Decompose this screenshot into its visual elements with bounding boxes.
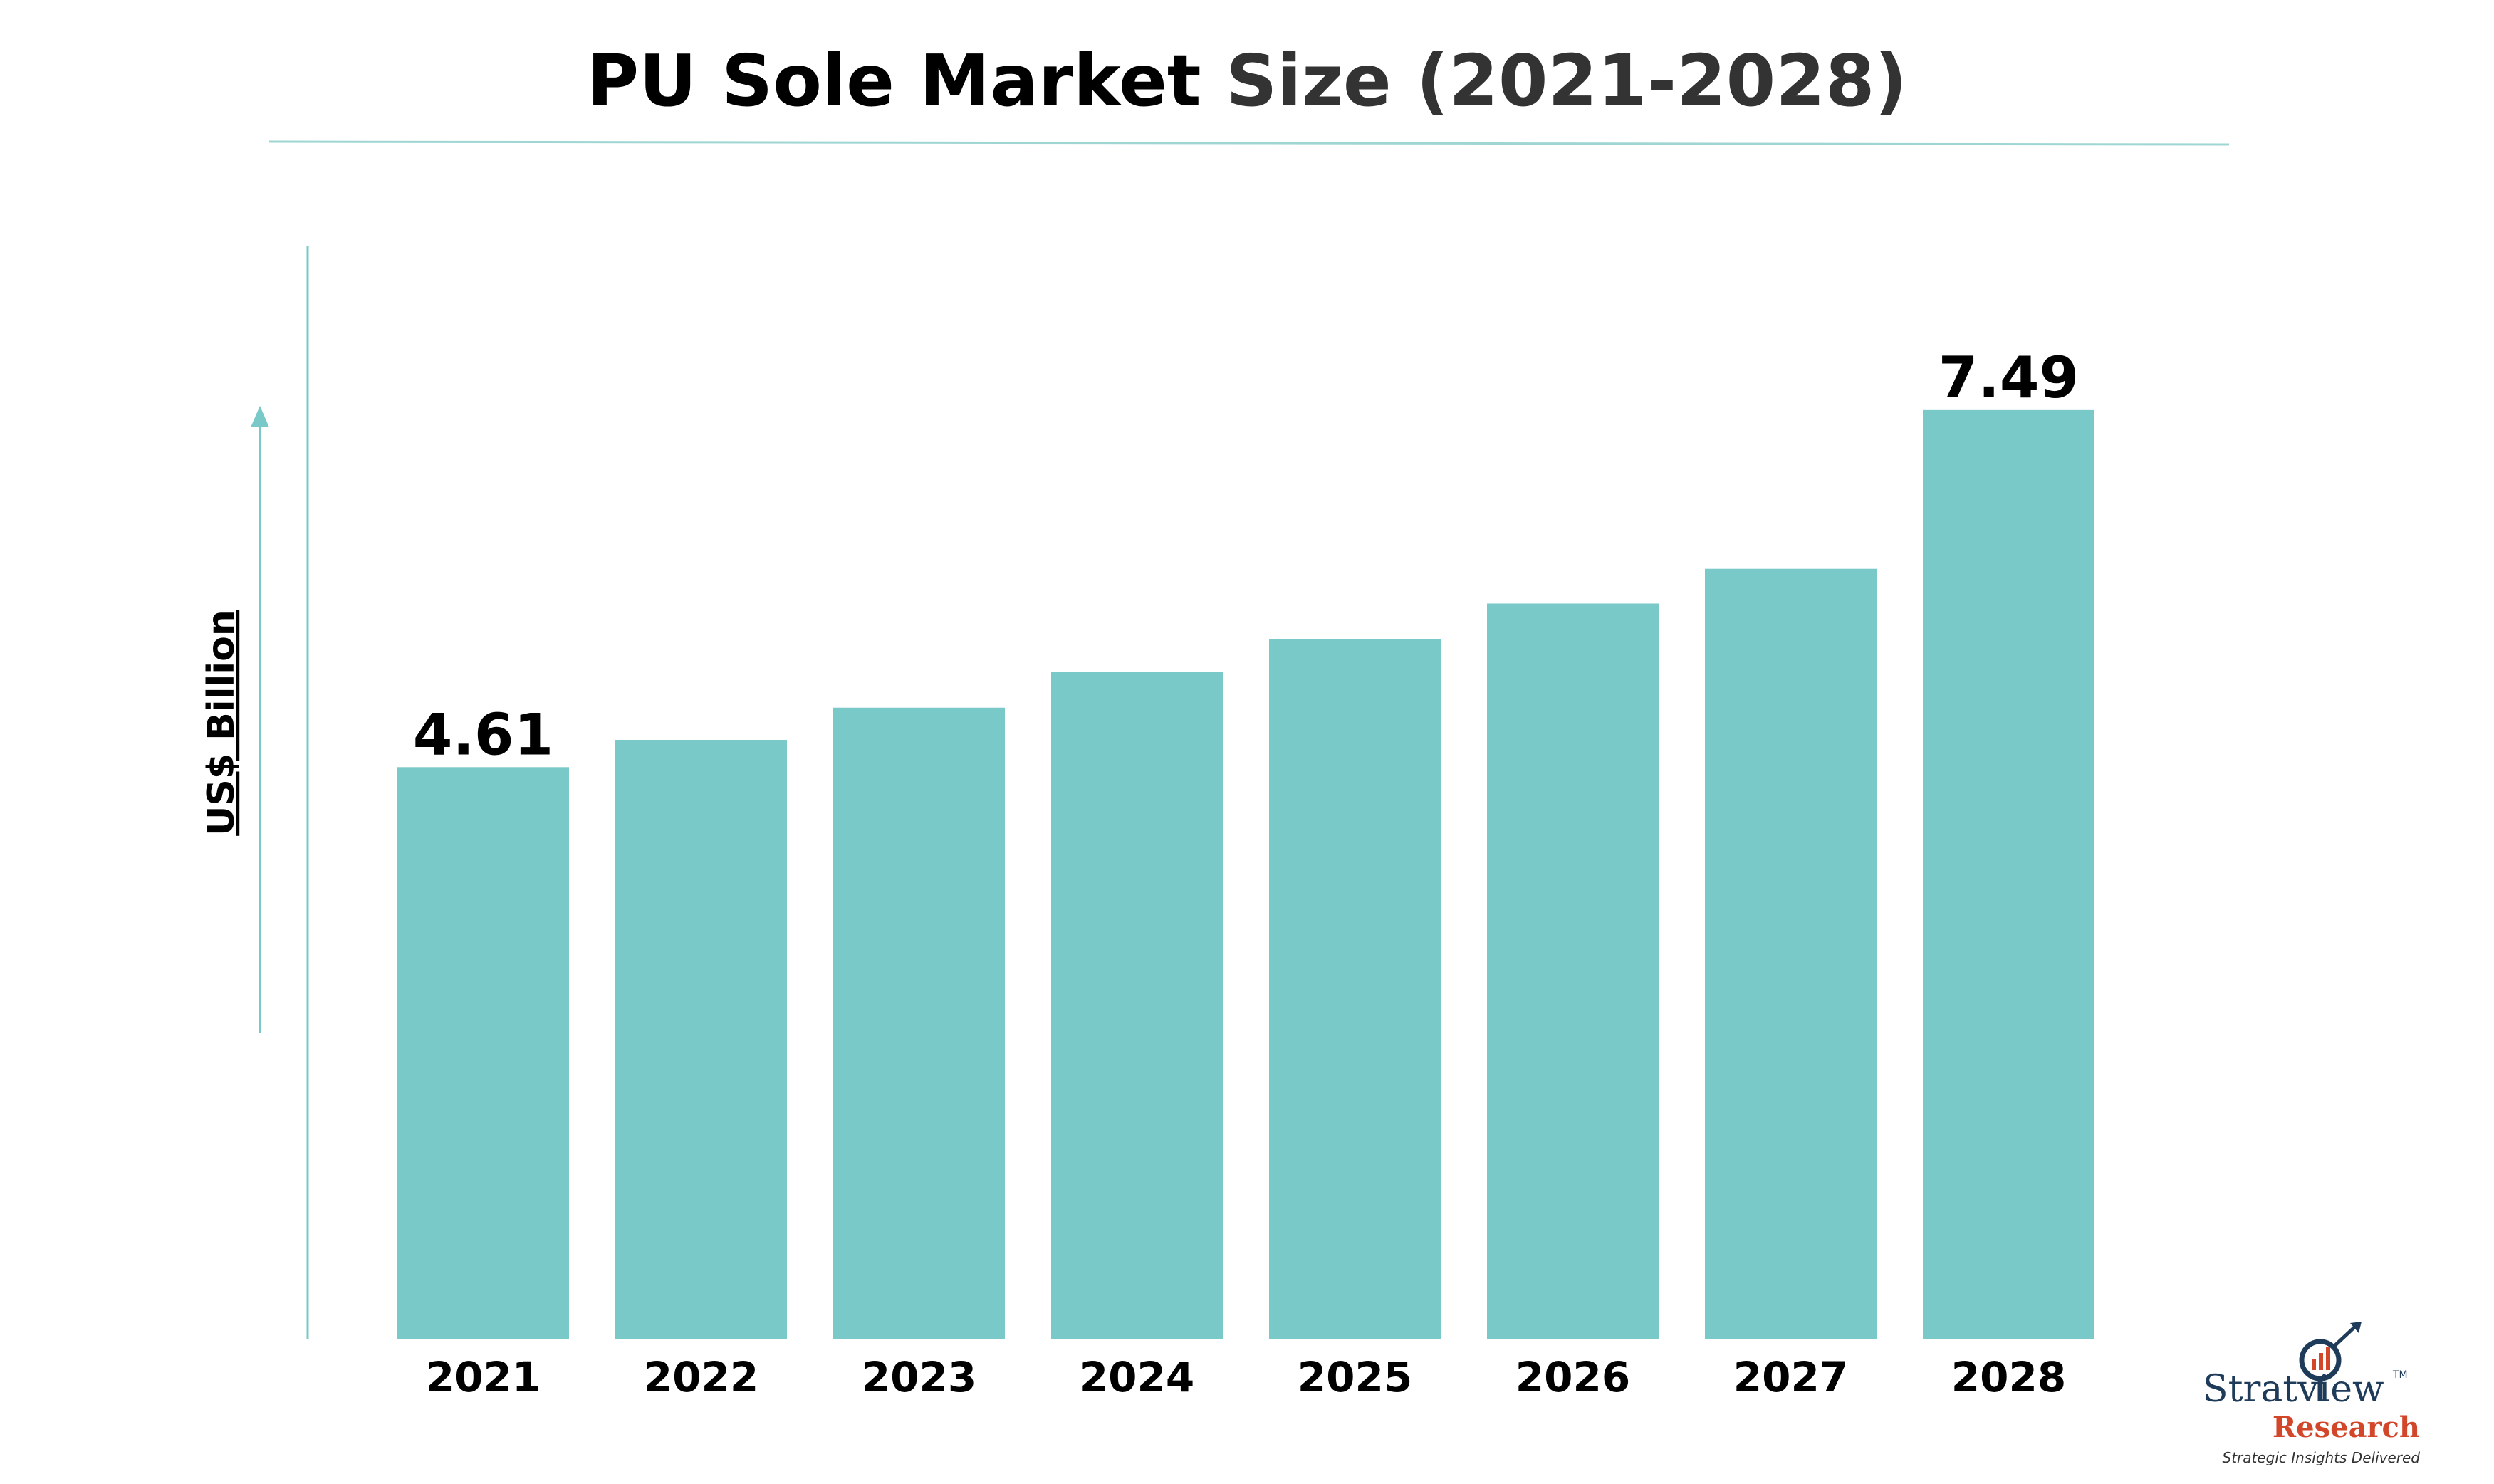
- logo-tm: TM: [2392, 1369, 2408, 1381]
- y-axis-label: US$ Billion: [200, 610, 243, 836]
- x-tick-2024: 2024: [1080, 1353, 1194, 1401]
- bar-2021: [397, 767, 569, 1339]
- x-tick-2021: 2021: [426, 1353, 541, 1401]
- logo-tagline: Strategic Insights Delivered: [2223, 1449, 2421, 1466]
- x-tick-2022: 2022: [644, 1353, 758, 1401]
- logo: Stratview TM Research Strategic Insights…: [2203, 1322, 2420, 1466]
- x-tick-2026: 2026: [1515, 1353, 1630, 1401]
- title-divider: [268, 140, 2230, 146]
- bar-2022: [615, 740, 787, 1339]
- data-label-2028: 7.49: [1939, 345, 2079, 411]
- x-tick-2027: 2027: [1733, 1353, 1848, 1401]
- magnifier-chart-icon: [2299, 1322, 2362, 1401]
- bar-2023: [833, 707, 1005, 1339]
- logo-name: Stratview: [2203, 1368, 2384, 1411]
- x-tick-2025: 2025: [1298, 1353, 1412, 1401]
- bars-group: [397, 409, 2094, 1339]
- x-tick-2028: 2028: [1951, 1353, 2066, 1401]
- bar-2024: [1051, 672, 1223, 1339]
- chart-title-main: PU Sole Market: [587, 39, 1201, 122]
- chart-title: PU Sole Market Size (2021-2028): [587, 39, 1907, 122]
- x-tick-labels: 2021 2022 2023 2024 2025 2026 2027 2028: [426, 1353, 2066, 1401]
- x-tick-2023: 2023: [862, 1353, 976, 1401]
- bar-2027: [1705, 568, 1877, 1339]
- logo-research: Research: [2273, 1411, 2420, 1444]
- bar-2026: [1487, 603, 1659, 1339]
- bar-2028: [1923, 409, 2094, 1339]
- data-label-2021: 4.61: [413, 701, 553, 768]
- data-labels: 4.61 7.49: [413, 345, 2079, 768]
- bar-2025: [1269, 639, 1441, 1339]
- chart-title-accent: Size (2021-2028): [1226, 39, 1907, 122]
- y-arrow-icon: [251, 406, 269, 1033]
